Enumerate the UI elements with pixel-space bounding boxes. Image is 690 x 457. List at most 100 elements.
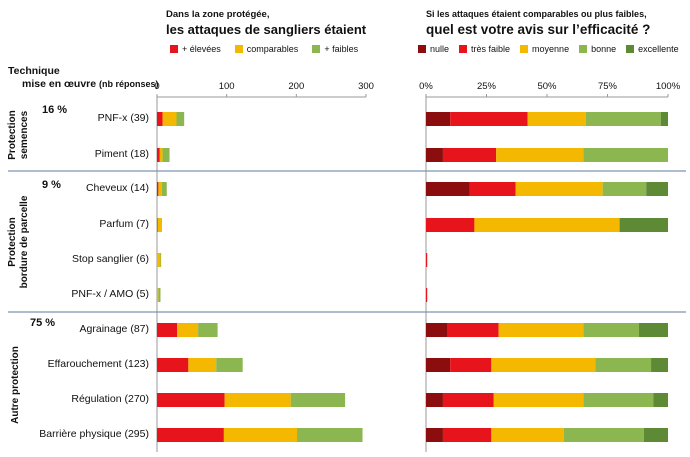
left-bar-cheveux-14-elevees: [157, 182, 159, 196]
left-tick-label: 300: [358, 81, 374, 92]
right-bar-effarouchement-123-tres-faible: [450, 358, 492, 372]
right-title-line2: quel est votre avis sur l’efficacité ?: [426, 22, 651, 37]
group-pct-autre: 75 %: [30, 317, 56, 329]
right-bar-regulation-270-excellente: [653, 393, 668, 407]
left-bar-pnf-x-amo-5-faibles: [158, 288, 161, 302]
right-bar-regulation-270-bonne: [583, 393, 654, 407]
legend-label-excellente: excellente: [638, 44, 679, 54]
right-bar-parfum-7-moyenne: [474, 218, 620, 232]
technique-header-line2: mise en œuvre: [22, 78, 97, 90]
right-bar-agrainage-87-excellente: [638, 323, 668, 337]
legend-label-tres-faible: très faible: [471, 44, 511, 54]
left-bar-agrainage-87-elevees: [157, 323, 178, 337]
left-title-line2: les attaques de sangliers étaient: [166, 22, 367, 37]
left-bar-piment-18-elevees: [157, 148, 160, 162]
right-bar-pnf-x-39-bonne: [585, 112, 661, 126]
row-label-pnf-x-39: PNF-x (39): [97, 112, 149, 124]
left-bar-pnf-x-39-comparables: [162, 112, 177, 126]
left-bar-pnf-x-39-faibles: [176, 112, 185, 126]
right-bar-pnf-x-39-nulle: [426, 112, 451, 126]
right-bar-piment-18-tres-faible: [442, 148, 497, 162]
legend-label-elevees: + élevées: [182, 44, 221, 54]
right-bar-effarouchement-123-nulle: [426, 358, 451, 372]
left-tick-label: 0: [154, 81, 160, 92]
right-bar-barriere-physique-295-tres-faible: [442, 428, 492, 442]
right-bar-pnf-x-39-tres-faible: [450, 112, 528, 126]
left-bar-effarouchement-123-comparables: [188, 358, 217, 372]
legend-label-comparables: comparables: [246, 44, 299, 54]
left-bar-piment-18-faibles: [162, 148, 170, 162]
row-label-cheveux-14: Cheveux (14): [85, 182, 149, 194]
right-bar-effarouchement-123-excellente: [651, 358, 668, 372]
legend-swatch-elevees: [170, 45, 178, 53]
right-bar-parfum-7-excellente: [619, 218, 668, 232]
right-bar-cheveux-14-excellente: [646, 182, 668, 196]
right-bar-barriere-physique-295-excellente: [643, 428, 668, 442]
right-title-line1: Si les attaques étaient comparables ou p…: [426, 9, 647, 19]
legend-swatch-comparables: [234, 45, 243, 53]
left-bar-barriere-physique-295-elevees: [157, 428, 224, 442]
left-bar-piment-18-comparables: [159, 148, 163, 162]
left-bar-parfum-7-elevees: [157, 218, 158, 232]
legend-swatch-nulle: [418, 45, 426, 53]
group-pct-bordure: 9 %: [42, 179, 61, 191]
technique-header-line1: Technique: [8, 65, 60, 77]
right-bar-regulation-270-tres-faible: [442, 393, 494, 407]
left-bar-barriere-physique-295-faibles: [297, 428, 363, 442]
left-tick-label: 100: [218, 81, 235, 92]
row-label-agrainage-87: Agrainage (87): [79, 323, 149, 335]
right-bar-pnf-x-39-excellente: [660, 112, 668, 126]
left-bar-stop-sanglier-6-faibles: [160, 253, 162, 267]
technique-header-note: (nb réponses): [99, 79, 159, 89]
left-bar-parfum-7-faibles: [161, 218, 162, 232]
row-label-parfum-7: Parfum (7): [99, 218, 149, 230]
right-tick-label: 100%: [655, 81, 681, 92]
right-tick-label: 0%: [419, 81, 433, 92]
left-bar-cheveux-14-comparables: [158, 182, 162, 196]
legend-swatch-excellente: [626, 45, 635, 53]
row-label-regulation-270: Régulation (270): [71, 393, 149, 405]
legend-swatch-tres-faible: [459, 45, 468, 53]
left-bar-pnf-x-39-elevees: [157, 112, 163, 126]
left-bar-stop-sanglier-6-comparables: [157, 253, 161, 267]
right-bar-pnf-x-39-moyenne: [527, 112, 586, 126]
left-bar-agrainage-87-faibles: [198, 323, 218, 337]
right-bar-piment-18-nulle: [426, 148, 443, 162]
right-tick-label: 50%: [537, 81, 557, 92]
right-bar-stop-sanglier-6-tres-faible: [426, 253, 428, 267]
right-bar-regulation-270-moyenne: [493, 393, 584, 407]
row-label-effarouchement-123: Effarouchement (123): [47, 358, 149, 370]
left-bar-parfum-7-comparables: [157, 218, 162, 232]
right-bar-cheveux-14-nulle: [426, 182, 470, 196]
left-bar-regulation-270-comparables: [224, 393, 291, 407]
right-bar-cheveux-14-bonne: [602, 182, 647, 196]
legend-label-faibles: + faibles: [324, 44, 359, 54]
right-bar-effarouchement-123-moyenne: [491, 358, 596, 372]
right-bar-piment-18-bonne: [583, 148, 668, 162]
right-bar-cheveux-14-moyenne: [515, 182, 603, 196]
technique-header-line2-wrap: mise en œuvre (nb réponses): [22, 78, 159, 90]
left-bar-agrainage-87-comparables: [177, 323, 199, 337]
left-bar-effarouchement-123-elevees: [157, 358, 189, 372]
right-bar-barriere-physique-295-bonne: [563, 428, 644, 442]
left-bar-regulation-270-faibles: [290, 393, 346, 407]
left-bar-regulation-270-elevees: [157, 393, 225, 407]
right-bar-agrainage-87-moyenne: [498, 323, 584, 337]
right-bar-cheveux-14-tres-faible: [469, 182, 516, 196]
row-label-piment-18: Piment (18): [94, 148, 149, 160]
left-bar-barriere-physique-295-comparables: [223, 428, 298, 442]
group-pct-semences: 16 %: [42, 104, 68, 116]
right-bar-agrainage-87-tres-faible: [447, 323, 499, 337]
right-bar-barriere-physique-295-nulle: [426, 428, 443, 442]
row-label-stop-sanglier-6: Stop sanglier (6): [71, 253, 149, 265]
right-bar-agrainage-87-nulle: [426, 323, 448, 337]
row-label-barriere-physique-295: Barrière physique (295): [39, 428, 149, 440]
right-bar-barriere-physique-295-moyenne: [491, 428, 564, 442]
right-bar-piment-18-moyenne: [496, 148, 584, 162]
left-legend: + élevées comparables + faibles: [170, 44, 372, 54]
left-bar-cheveux-14-faibles: [161, 182, 167, 196]
right-tick-label: 25%: [476, 81, 496, 92]
right-bar-effarouchement-123-bonne: [595, 358, 652, 372]
right-bar-agrainage-87-bonne: [583, 323, 639, 337]
right-tick-label: 75%: [597, 81, 617, 92]
